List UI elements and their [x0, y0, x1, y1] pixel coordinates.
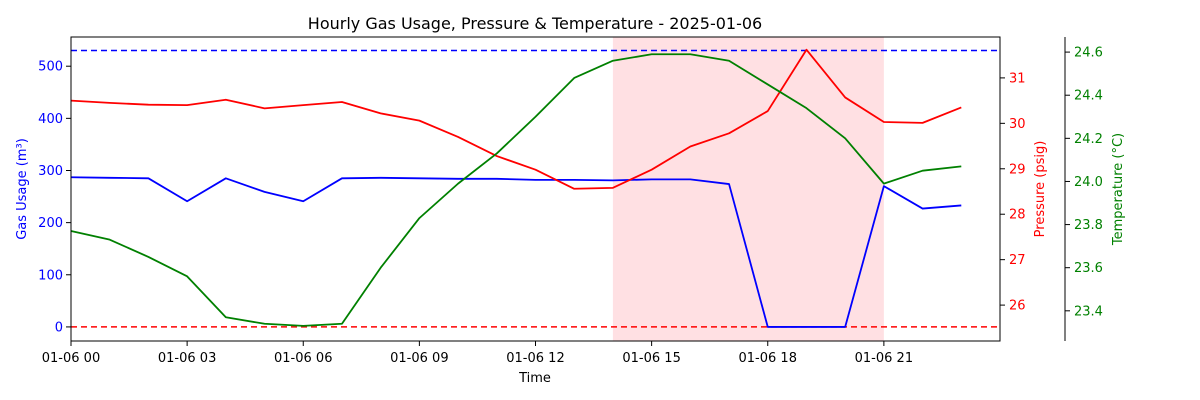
y-tick-label-temperature: 24.4 — [1074, 89, 1103, 104]
x-tick-label: 01-06 09 — [390, 351, 448, 366]
y-tick-label-temperature: 23.4 — [1074, 304, 1103, 319]
highlight-band — [612, 37, 884, 341]
y-tick-label-pressure: 30 — [1009, 117, 1026, 132]
y-tick-label-usage: 300 — [38, 164, 63, 179]
y-tick-label-pressure: 29 — [1009, 162, 1026, 177]
series-line-usage — [70, 176, 962, 328]
y-tick-label-pressure: 27 — [1009, 253, 1026, 268]
y-tick-label-usage: 400 — [38, 112, 63, 127]
y-tick-label-temperature: 24.6 — [1074, 46, 1103, 61]
y-tick-label-pressure: 31 — [1009, 71, 1026, 86]
series-line-pressure — [70, 48, 962, 190]
series-layer — [70, 48, 962, 328]
x-axis-label: Time — [518, 371, 551, 386]
x-tick-label: 01-06 21 — [855, 351, 913, 366]
series-line-temperature — [70, 53, 962, 327]
y-axis-label-usage: Gas Usage (m³) — [15, 138, 30, 240]
y-axis-label-temperature: Temperature (°C) — [1111, 133, 1126, 246]
y-tick-label-usage: 200 — [38, 216, 63, 231]
x-tick-label: 01-06 15 — [622, 351, 680, 366]
x-tick-label: 01-06 06 — [274, 351, 332, 366]
y-tick-label-pressure: 26 — [1009, 299, 1026, 314]
y-tick-label-usage: 100 — [38, 268, 63, 283]
x-tick-label: 01-06 00 — [42, 351, 100, 366]
y-tick-label-temperature: 24.0 — [1074, 175, 1103, 190]
y-tick-label-pressure: 28 — [1009, 208, 1026, 223]
y-tick-label-usage: 500 — [38, 60, 63, 75]
y-tick-label-usage: 0 — [55, 320, 63, 335]
y-axis-label-pressure: Pressure (psig) — [1033, 141, 1048, 238]
y-tick-label-temperature: 24.2 — [1074, 132, 1103, 147]
chart-title: Hourly Gas Usage, Pressure & Temperature… — [308, 14, 762, 33]
y-tick-label-temperature: 23.8 — [1074, 218, 1103, 233]
x-tick-label: 01-06 03 — [158, 351, 216, 366]
y-tick-label-temperature: 23.6 — [1074, 261, 1103, 276]
axes-layer: 01-06 00 01-06 03 01-06 06 01-06 09 01-06 12… — [38, 36, 1103, 366]
highlight-layer — [612, 37, 884, 341]
x-tick-label: 01-06 12 — [506, 351, 564, 366]
x-tick-label: 01-06 18 — [739, 351, 797, 366]
